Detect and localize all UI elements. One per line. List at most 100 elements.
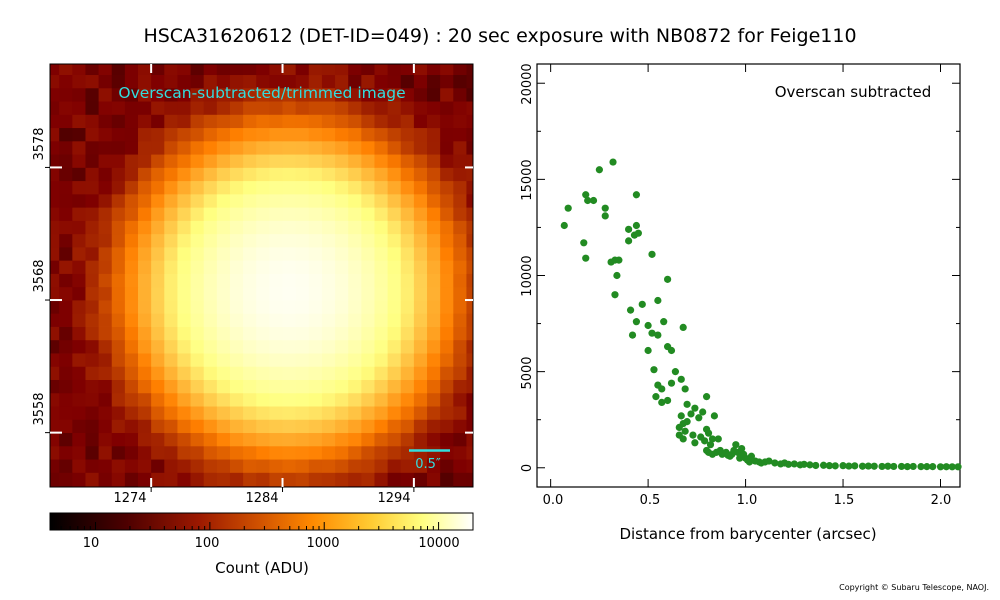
image-pixel: [427, 233, 441, 248]
image-pixel: [295, 366, 310, 380]
image-pixel: [335, 207, 349, 221]
image-pixel: [98, 233, 113, 248]
image-pixel: [361, 286, 375, 301]
image-pixel: [453, 260, 467, 274]
image-pixel: [85, 353, 100, 367]
image-pixel: [59, 207, 73, 221]
image-pixel: [151, 140, 165, 155]
image-pixel: [282, 300, 297, 314]
image-pixel: [151, 273, 165, 288]
image-pixel: [374, 419, 389, 434]
image-pixel: [124, 313, 139, 327]
image-pixel: [413, 127, 428, 142]
image-pixel: [138, 87, 152, 102]
image-pixel: [308, 260, 323, 274]
image-pixel: [387, 64, 402, 76]
image-pixel: [216, 193, 231, 208]
image-pixel: [243, 233, 257, 248]
image-pixel: [124, 127, 139, 142]
image-pixel: [295, 406, 310, 420]
image-pixel: [177, 432, 191, 447]
profile-data-point: [626, 306, 635, 314]
image-pixel: [98, 459, 113, 473]
image-pixel: [216, 472, 231, 487]
profile-frame: [536, 63, 961, 488]
image-pixel: [387, 246, 402, 261]
profile-data-point: [582, 254, 590, 262]
image-pixel: [269, 339, 283, 354]
image-pixel: [243, 114, 257, 129]
image-pixel: [229, 246, 244, 261]
image-pixel: [203, 127, 218, 142]
image-pixel: [72, 300, 86, 314]
image-pixel: [374, 379, 389, 394]
image-pixel: [190, 392, 205, 407]
image-pixel: [59, 406, 73, 420]
image-pixel: [348, 114, 362, 129]
image-pixel: [321, 326, 336, 341]
image-pixel: [348, 339, 362, 354]
image-pixel: [321, 207, 336, 221]
image-pixel: [229, 64, 244, 76]
image-pixel: [164, 379, 178, 394]
image-pixel: [282, 140, 297, 155]
image-pixel: [50, 273, 60, 288]
image-pixel: [282, 379, 297, 394]
image-pixel: [453, 273, 467, 288]
profile-data-point: [560, 221, 568, 230]
image-pixel: [295, 432, 310, 447]
image-pixel: [321, 366, 336, 380]
image-pixel: [138, 353, 152, 367]
image-pixel: [50, 445, 60, 460]
image-pixel: [164, 101, 178, 115]
image-pixel: [348, 74, 362, 89]
image-pixel: [335, 180, 349, 195]
image-pixel: [229, 260, 244, 274]
colorbar-ticks: [49, 522, 474, 530]
image-pixel: [387, 220, 402, 235]
image-pixel: [282, 432, 297, 447]
image-pixel: [453, 472, 467, 487]
image-pixel: [138, 246, 152, 261]
image-pixel: [85, 220, 100, 235]
profile-data-point: [691, 439, 699, 447]
image-ticks: [45, 64, 473, 492]
image-pixel: [269, 406, 283, 420]
image-pixel: [124, 140, 139, 155]
image-pixel: [413, 273, 428, 288]
image-pixel: [111, 313, 126, 327]
image-pixel: [216, 260, 231, 274]
image-pixel: [387, 353, 402, 367]
image-pixel: [164, 193, 178, 208]
image-pixel: [427, 207, 441, 221]
image-pixel: [164, 74, 178, 89]
image-pixel: [164, 300, 178, 314]
profile-data-point: [664, 275, 672, 283]
profile-data-point: [706, 441, 715, 449]
image-pixel: [387, 326, 402, 341]
image-pixel: [177, 207, 191, 221]
profile-data-point: [650, 366, 658, 374]
image-pixel: [256, 339, 270, 354]
image-pixel: [98, 326, 113, 341]
image-pixel: [361, 445, 375, 460]
image-pixel: [427, 366, 441, 380]
image-pixel: [111, 140, 126, 155]
image-pixel: [413, 419, 428, 434]
image-pixel: [111, 339, 126, 354]
image-pixel: [466, 246, 474, 261]
image-pixel: [269, 154, 283, 168]
image-pixel: [216, 154, 231, 168]
image-pixel: [321, 64, 336, 76]
image-pixel: [85, 233, 100, 248]
image-pixel: [427, 167, 441, 182]
image-pixel: [361, 326, 375, 341]
profile-data-point: [691, 404, 699, 412]
figure-title: HSCA31620612 (DET-ID=049) : 20 sec expos…: [143, 25, 856, 47]
image-pixel: [85, 127, 100, 142]
profile-data-point: [625, 225, 633, 233]
image-pixel: [243, 167, 257, 182]
image-pixel: [164, 260, 178, 274]
image-pixel: [374, 246, 389, 261]
image-pixel: [387, 101, 402, 115]
